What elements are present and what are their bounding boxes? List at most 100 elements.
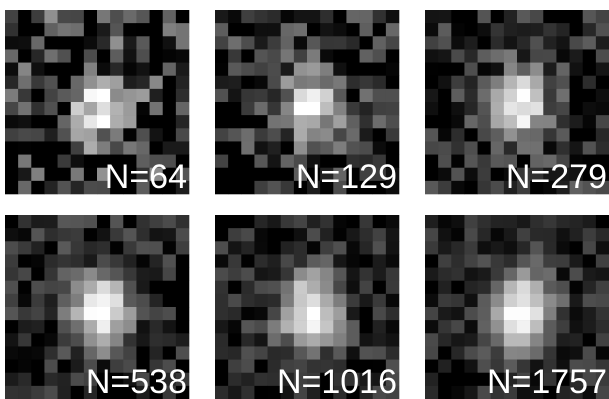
pixel <box>543 76 556 89</box>
pixel <box>58 373 71 386</box>
pixel <box>123 63 136 76</box>
pixel <box>110 268 123 281</box>
pixel <box>530 141 543 154</box>
pixel <box>478 268 491 281</box>
pixel <box>517 128 530 141</box>
pixel <box>596 228 609 241</box>
pixel <box>31 128 44 141</box>
pixel <box>84 215 97 228</box>
pixel <box>254 254 267 267</box>
pixel <box>360 268 373 281</box>
pixel <box>504 215 517 228</box>
pixel <box>360 307 373 320</box>
pixel <box>570 89 583 102</box>
pixel <box>491 268 504 281</box>
pixel <box>373 89 386 102</box>
pixel <box>425 360 438 373</box>
pixel <box>438 281 451 294</box>
pixel <box>97 333 110 346</box>
pixel <box>5 49 18 62</box>
pixel <box>491 10 504 23</box>
pixel <box>44 89 57 102</box>
pixel <box>110 254 123 267</box>
pixel <box>84 181 97 194</box>
pixel <box>425 241 438 254</box>
pixel <box>583 89 596 102</box>
pixel <box>346 228 359 241</box>
pixel <box>478 181 491 194</box>
pixel <box>110 10 123 23</box>
pixel <box>5 76 18 89</box>
pixel <box>44 115 57 128</box>
pixel <box>346 63 359 76</box>
pixel <box>438 215 451 228</box>
pixel <box>44 23 57 36</box>
pixel <box>84 36 97 49</box>
pixel <box>215 360 228 373</box>
pixel <box>451 76 464 89</box>
pixel <box>307 307 320 320</box>
pixel <box>504 333 517 346</box>
pixel <box>517 333 530 346</box>
pixel <box>5 241 18 254</box>
pixel <box>44 228 57 241</box>
pixel <box>123 23 136 36</box>
pixel <box>517 23 530 36</box>
pixel <box>570 346 583 359</box>
pixel <box>504 268 517 281</box>
pixel <box>596 102 609 115</box>
pixel <box>254 49 267 62</box>
pixel <box>163 254 176 267</box>
pixel <box>123 346 136 359</box>
pixel <box>491 63 504 76</box>
pixel <box>31 333 44 346</box>
pixel <box>58 181 71 194</box>
pixel <box>360 346 373 359</box>
pixel <box>97 254 110 267</box>
pixel <box>241 168 254 181</box>
pixel <box>307 346 320 359</box>
pixel <box>504 23 517 36</box>
pixel <box>228 181 241 194</box>
pixel <box>360 241 373 254</box>
pixel <box>58 76 71 89</box>
pixel <box>281 141 294 154</box>
pixel <box>110 241 123 254</box>
pixel <box>5 115 18 128</box>
pixel <box>478 141 491 154</box>
pixel <box>583 128 596 141</box>
pixel <box>228 49 241 62</box>
pixel <box>44 36 57 49</box>
pixel <box>110 320 123 333</box>
pixel <box>136 228 149 241</box>
pixel <box>478 294 491 307</box>
pixel <box>556 141 569 154</box>
pixel <box>254 168 267 181</box>
pixel <box>373 115 386 128</box>
pixel <box>136 89 149 102</box>
pixel <box>570 241 583 254</box>
pixel <box>176 49 189 62</box>
pixel <box>451 215 464 228</box>
pixel <box>583 102 596 115</box>
pixel <box>163 268 176 281</box>
pixel <box>360 89 373 102</box>
pixel <box>294 254 307 267</box>
pixel <box>530 320 543 333</box>
pixel <box>241 10 254 23</box>
pixel <box>360 115 373 128</box>
pixel <box>530 241 543 254</box>
pixel <box>517 63 530 76</box>
pixel <box>307 333 320 346</box>
pixel <box>464 333 477 346</box>
pixel <box>241 281 254 294</box>
pixel <box>294 320 307 333</box>
pixel <box>425 141 438 154</box>
pixel <box>58 386 71 399</box>
pixel <box>346 49 359 62</box>
pixel <box>268 294 281 307</box>
pixel <box>254 181 267 194</box>
pixel <box>451 386 464 399</box>
pixel <box>464 49 477 62</box>
pixel <box>530 49 543 62</box>
